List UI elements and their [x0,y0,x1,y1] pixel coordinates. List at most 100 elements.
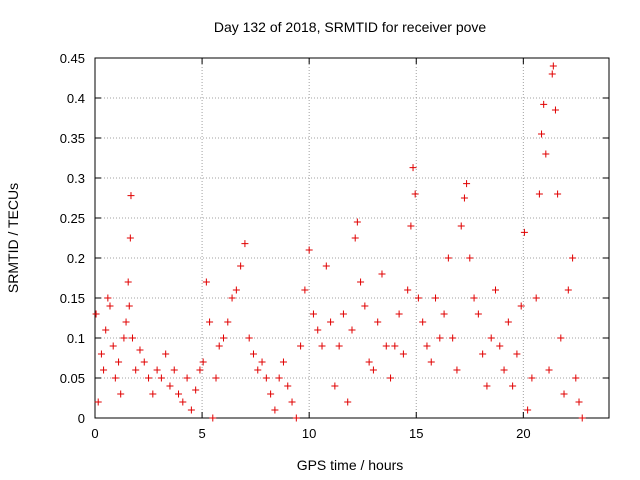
data-point [427,358,435,366]
data-point [575,398,583,406]
data-points [92,62,586,422]
data-point [149,390,157,398]
data-point [322,262,330,270]
y-tick-label: 0.45 [60,51,85,66]
data-point [187,406,195,414]
data-point [395,310,403,318]
data-point [463,180,471,188]
data-point [297,342,305,350]
data-point [125,302,133,310]
data-point [365,358,373,366]
data-point [162,350,170,358]
data-point [524,406,532,414]
data-point [407,222,415,230]
data-point [551,106,559,114]
data-point [145,374,153,382]
data-point [483,382,491,390]
data-point [409,164,417,172]
data-point [391,342,399,350]
data-point [124,278,132,286]
data-point [369,366,377,374]
y-tick-label: 0.25 [60,211,85,226]
data-point [275,374,283,382]
data-point [97,350,105,358]
y-tick-label: 0.4 [67,91,85,106]
data-point [206,318,214,326]
data-point [241,240,249,248]
data-point [209,414,217,422]
data-point [491,286,499,294]
x-tick-label: 15 [409,426,423,441]
data-point [423,342,431,350]
data-point [382,342,390,350]
data-point [419,318,427,326]
data-point [117,390,125,398]
data-point [127,192,135,200]
y-tick-label: 0.2 [67,251,85,266]
data-point [120,334,128,342]
data-point [509,382,517,390]
x-axis-label: GPS time / hours [297,457,404,473]
data-point [183,374,191,382]
data-point [399,350,407,358]
data-point [404,286,412,294]
y-axis-label: SRMTID / TECUs [5,183,21,293]
data-point [353,218,361,226]
data-point [496,342,504,350]
data-point [548,70,556,78]
data-point [538,130,546,138]
y-tick-label: 0 [78,411,85,426]
data-point [284,382,292,390]
data-point [279,358,287,366]
data-point [94,398,102,406]
data-point [378,270,386,278]
data-point [411,190,419,198]
data-point [560,390,568,398]
data-point [212,374,220,382]
data-point [517,302,525,310]
x-tick-label: 10 [302,426,316,441]
data-point [569,254,577,262]
data-point [258,358,266,366]
y-tick-label: 0.3 [67,171,85,186]
data-point [549,62,557,70]
data-point [220,334,227,342]
data-point [331,382,339,390]
data-point [444,254,452,262]
data-point [196,366,204,374]
y-tick-label: 0.1 [67,331,85,346]
data-point [153,366,161,374]
chart-title: Day 132 of 2018, SRMTID for receiver pov… [214,19,487,35]
data-point [578,414,586,422]
data-point [460,194,468,202]
data-point [540,100,548,108]
data-point [166,382,174,390]
data-point [361,302,369,310]
axis-ticks: 0 0.05 0.1 0.15 0.2 0.25 0.3 0.35 0.4 0.45 0 5 10 15 2… [60,51,609,441]
data-point [245,334,253,342]
y-tick-label: 0.35 [60,131,85,146]
plot-frame [94,57,610,419]
data-point [104,294,112,302]
data-point [348,326,356,334]
data-point [305,246,313,254]
data-point [314,326,322,334]
data-point [554,190,562,198]
data-point [387,374,395,382]
data-point [157,374,165,382]
data-point [267,390,275,398]
data-point [109,342,117,350]
x-tick-label: 0 [91,426,98,441]
data-point [309,310,317,318]
data-point [535,190,543,198]
x-tick-label: 5 [198,426,205,441]
data-point [357,278,365,286]
grid-lines [95,58,609,418]
data-point [132,366,140,374]
data-point [288,398,296,406]
data-point [115,358,123,366]
data-point [528,374,536,382]
data-point [344,398,352,406]
data-point [301,286,309,294]
data-point [351,234,359,242]
